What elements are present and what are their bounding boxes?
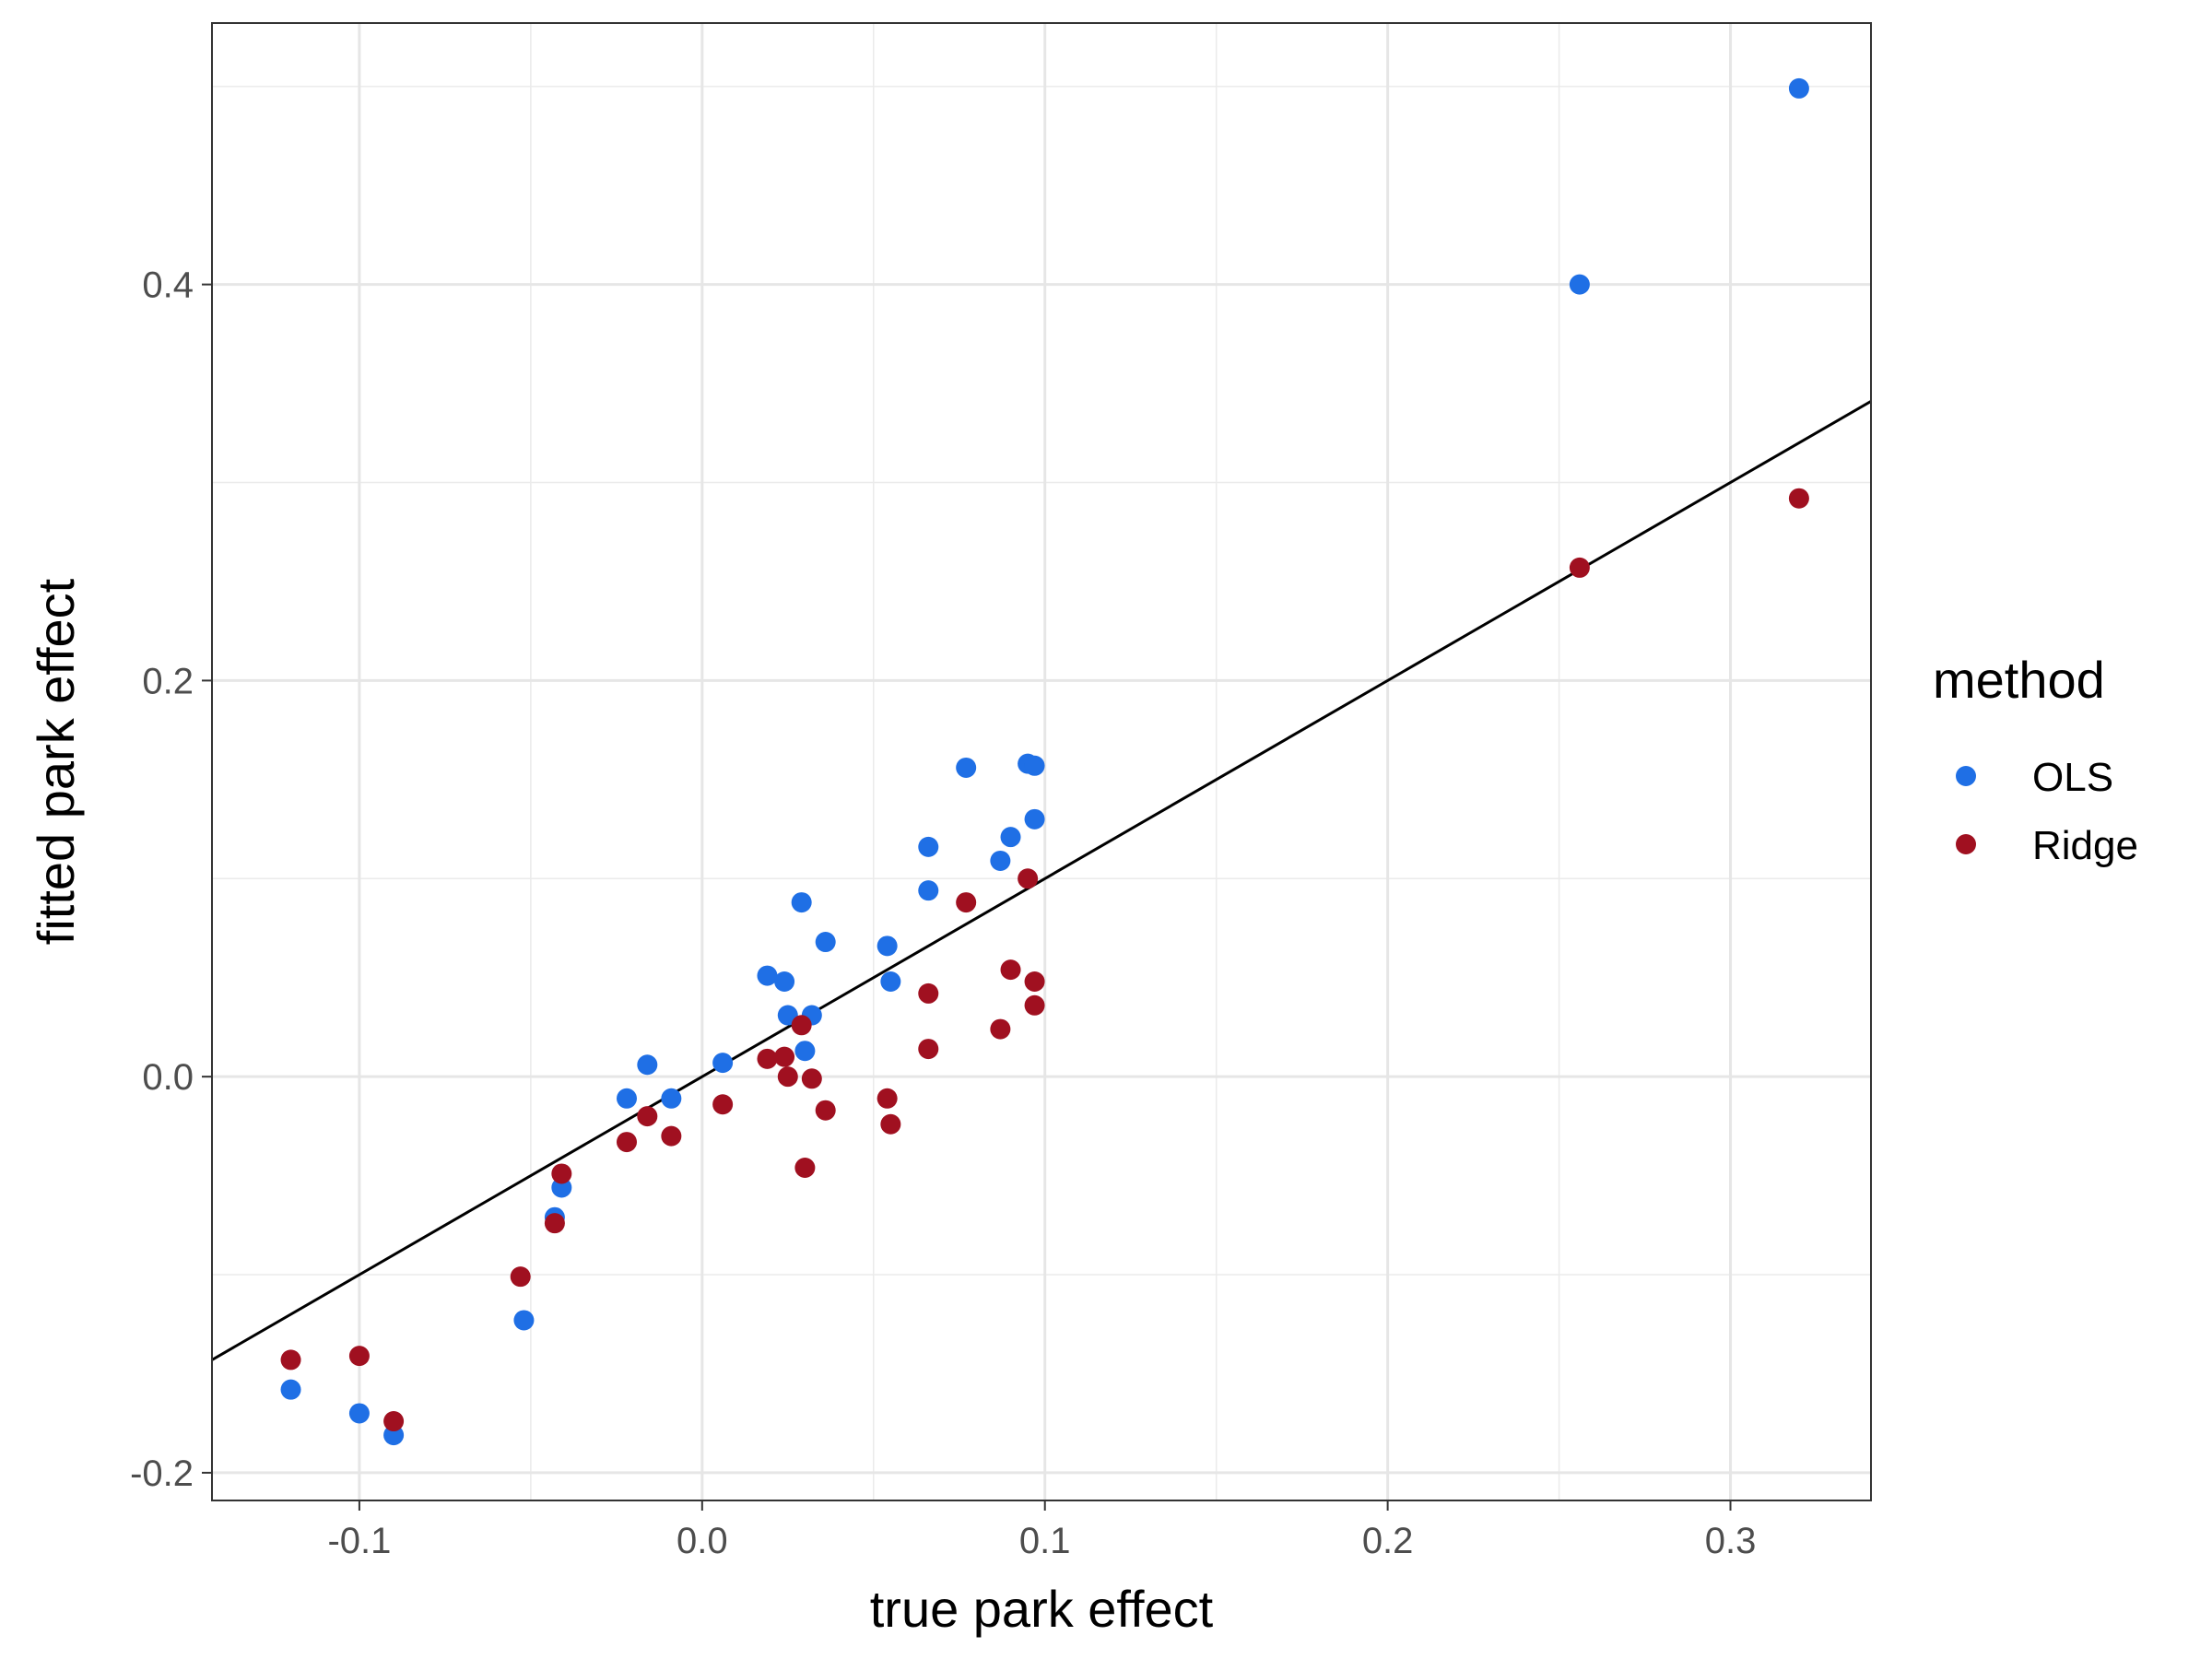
data-point-ridge	[712, 1094, 734, 1115]
data-point-ridge	[661, 1125, 682, 1147]
data-point-ols	[757, 965, 778, 986]
data-point-ols	[880, 971, 901, 993]
legend-label-ridge: Ridge	[2032, 823, 2138, 868]
data-point-ridge	[637, 1106, 658, 1127]
data-point-ols	[1000, 827, 1021, 848]
y-tick-label: 0.0	[142, 1057, 194, 1098]
legend-key-ridge	[1956, 834, 1976, 854]
data-point-ols	[815, 932, 836, 953]
data-point-ridge	[348, 1346, 370, 1367]
y-tick-label: -0.2	[130, 1453, 194, 1494]
data-point-ridge	[757, 1048, 778, 1069]
data-point-ridge	[777, 1066, 798, 1088]
data-point-ols	[774, 971, 795, 993]
data-point-ols	[794, 1041, 816, 1062]
data-point-ols	[877, 935, 898, 957]
data-point-ols	[918, 880, 939, 901]
data-point-ridge	[877, 1088, 898, 1109]
data-point-ridge	[880, 1113, 901, 1135]
data-point-ridge	[551, 1163, 572, 1184]
data-point-ridge	[774, 1046, 795, 1067]
y-tick-label: 0.2	[142, 661, 194, 701]
legend: method OLS Ridge	[1933, 651, 2138, 868]
data-point-ridge	[1024, 971, 1045, 993]
data-point-ridge	[544, 1213, 565, 1234]
data-point-ols	[1024, 755, 1045, 776]
data-point-ridge	[918, 1039, 939, 1060]
data-point-ols	[348, 1403, 370, 1424]
data-point-ols	[551, 1177, 572, 1198]
reference-line	[212, 400, 1871, 1361]
data-point-ols	[513, 1310, 535, 1331]
data-point-ols	[617, 1088, 637, 1109]
data-point-ridge	[990, 1018, 1011, 1040]
legend-title: method	[1933, 651, 2105, 709]
data-point-ols	[637, 1054, 658, 1076]
x-tick-label: 0.0	[677, 1521, 728, 1561]
y-axis-ticks: -0.2 0.0 0.2 0.4	[130, 265, 212, 1494]
legend-items: OLS Ridge	[1956, 755, 2138, 868]
data-point-ridge	[510, 1266, 531, 1288]
data-point-ridge	[794, 1158, 816, 1179]
data-point-ols	[1788, 77, 1809, 99]
x-tick-label: 0.1	[1019, 1521, 1071, 1561]
data-point-ridge	[1000, 959, 1021, 981]
data-point-ols	[712, 1053, 734, 1074]
y-tick-label: 0.4	[142, 265, 194, 306]
data-point-ols	[918, 836, 939, 857]
data-point-ridge	[383, 1411, 405, 1432]
plot-panel-border	[211, 22, 1872, 1501]
y-axis-title: fitted park effect	[27, 578, 85, 945]
data-points	[280, 77, 1809, 1446]
data-point-ols	[1569, 274, 1590, 295]
data-point-ridge	[815, 1100, 836, 1121]
data-point-ols	[791, 892, 812, 913]
x-axis-title: true park effect	[870, 1580, 1214, 1638]
data-point-ridge	[617, 1132, 637, 1153]
x-tick-label: -0.1	[327, 1521, 391, 1561]
data-point-ridge	[918, 982, 939, 1004]
data-point-ridge	[801, 1068, 822, 1089]
legend-key-ols	[1956, 766, 1976, 786]
x-axis-ticks: -0.1 0.0 0.1 0.2 0.3	[327, 1500, 1756, 1561]
data-point-ols	[280, 1379, 301, 1400]
legend-label-ols: OLS	[2032, 755, 2113, 800]
data-point-ols	[990, 850, 1011, 871]
data-point-ridge	[1024, 994, 1045, 1016]
data-point-ridge	[1788, 488, 1809, 509]
data-point-ridge	[1018, 868, 1039, 889]
data-point-ols	[956, 757, 977, 778]
data-point-ols	[1024, 808, 1045, 830]
x-tick-label: 0.3	[1705, 1521, 1757, 1561]
data-point-ridge	[1569, 557, 1590, 578]
data-point-ridge	[280, 1349, 301, 1371]
data-point-ridge	[791, 1015, 812, 1036]
reference-line-group	[212, 400, 1871, 1361]
x-tick-label: 0.2	[1362, 1521, 1414, 1561]
data-point-ols	[383, 1425, 405, 1446]
data-point-ridge	[956, 892, 977, 913]
data-point-ols	[661, 1088, 682, 1109]
